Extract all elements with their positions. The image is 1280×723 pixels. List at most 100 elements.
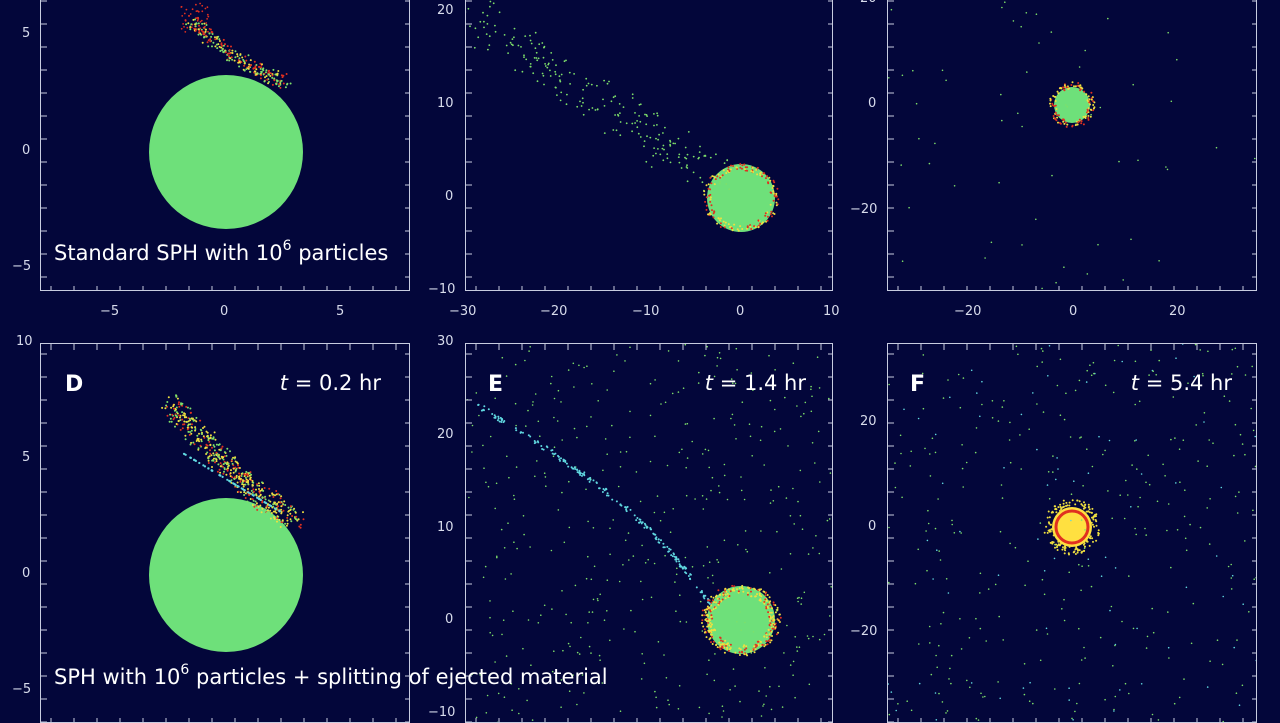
particle [529, 546, 531, 548]
particle [928, 523, 930, 525]
particle [501, 419, 503, 421]
particle [274, 502, 276, 504]
particle [732, 229, 734, 231]
particle [945, 80, 947, 82]
particle [723, 221, 725, 223]
particle [209, 40, 211, 42]
particle [261, 511, 263, 513]
particle [732, 165, 734, 167]
particle [1054, 96, 1056, 98]
particle [503, 619, 505, 621]
particle [966, 462, 968, 464]
particle [581, 105, 583, 107]
particle [657, 139, 659, 141]
particle [910, 451, 912, 453]
particle [559, 79, 561, 81]
particle [1085, 115, 1087, 117]
particle [629, 347, 631, 349]
particle [1130, 506, 1132, 508]
particle [273, 79, 275, 81]
particle [923, 354, 925, 356]
particle [280, 526, 282, 528]
particle [209, 33, 211, 35]
particle [715, 644, 717, 646]
particle [774, 213, 776, 215]
particle [249, 492, 251, 494]
particle [767, 182, 769, 184]
particle [585, 78, 587, 80]
planet-body [149, 75, 303, 229]
particle [541, 42, 543, 44]
particle [726, 160, 728, 162]
particle [759, 593, 761, 595]
particle [1115, 696, 1117, 698]
particle [938, 693, 940, 695]
particle [984, 257, 986, 259]
particle [900, 435, 902, 437]
particle [1105, 557, 1107, 559]
particle [641, 545, 643, 547]
particle [765, 695, 767, 697]
particle [1071, 718, 1073, 720]
particle [1084, 529, 1086, 531]
particle [506, 456, 508, 458]
particle [273, 516, 275, 518]
particle [267, 509, 269, 511]
particle [767, 643, 769, 645]
particle [583, 471, 585, 473]
particle [1001, 120, 1003, 122]
particle [1134, 404, 1136, 406]
particle [527, 410, 529, 412]
particle [1059, 504, 1061, 506]
particle [178, 415, 180, 417]
particle [1079, 683, 1081, 685]
particle [247, 474, 249, 476]
particle [783, 652, 785, 654]
particle [235, 471, 237, 473]
particle [211, 466, 213, 468]
particle [889, 714, 891, 716]
particle [720, 644, 722, 646]
particle [759, 173, 761, 175]
particle [1080, 122, 1082, 124]
particle [706, 620, 708, 622]
particle [522, 432, 524, 434]
particle [205, 8, 207, 10]
particle [1002, 639, 1004, 641]
particle [252, 504, 254, 506]
particle [232, 457, 234, 459]
particle [290, 83, 292, 85]
particle [1021, 126, 1023, 128]
particle [187, 427, 189, 429]
particle [754, 651, 756, 653]
particle [598, 487, 600, 489]
particle [763, 172, 765, 174]
particle [594, 566, 596, 568]
particle [1232, 349, 1234, 351]
particle [981, 381, 983, 383]
particle [660, 520, 662, 522]
particle [1133, 628, 1135, 630]
particle [582, 97, 584, 99]
particle [657, 115, 659, 117]
particle [739, 701, 741, 703]
particle [796, 405, 798, 407]
particle [731, 585, 733, 587]
particle [1090, 535, 1092, 537]
particle [1036, 629, 1038, 631]
particle [681, 566, 683, 568]
particle [523, 56, 525, 58]
particle [1055, 112, 1057, 114]
particle [238, 66, 240, 68]
particle [757, 167, 759, 169]
particle [249, 475, 251, 477]
particle [803, 413, 805, 415]
particle [771, 612, 773, 614]
particle [712, 477, 714, 479]
particle [489, 617, 491, 619]
particle [555, 87, 557, 89]
particle [208, 441, 210, 443]
particle [726, 647, 728, 649]
particle [1127, 494, 1129, 496]
particle [1117, 345, 1119, 347]
